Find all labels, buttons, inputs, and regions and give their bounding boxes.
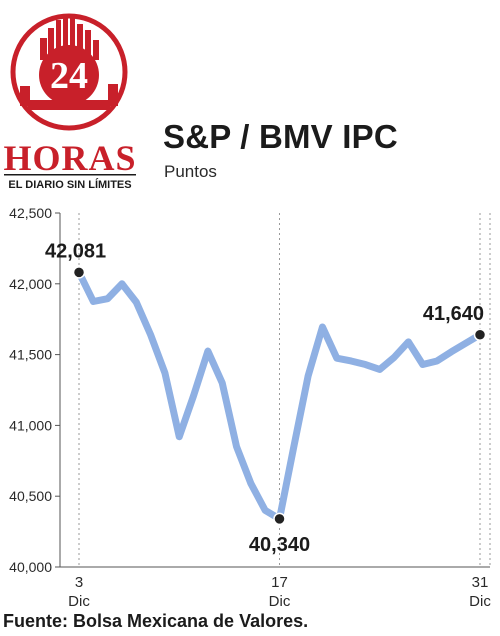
chart-annotations: 42,081 40,340 41,640 xyxy=(45,240,487,556)
chart-gridlines xyxy=(78,213,491,567)
x-tick-label-day: 3 xyxy=(75,574,83,591)
annotated-point xyxy=(273,512,286,526)
index-line-chart: 40,000 40,500 41,000 41,500 42,000 42,500 3 Dic… xyxy=(9,205,491,610)
data-label: 42,081 xyxy=(45,240,106,262)
logo-badge-number: 24 xyxy=(50,55,88,97)
x-tick-label-month: Dic xyxy=(269,593,291,610)
y-tick-label: 40,500 xyxy=(9,488,52,504)
logo-tagline: EL DIARIO SIN LÍMITES xyxy=(8,178,131,191)
logo-wordmark: HORAS xyxy=(3,138,136,178)
y-tick-label: 41,000 xyxy=(9,417,52,433)
data-label: 41,640 xyxy=(423,303,484,325)
x-tick-label-day: 31 xyxy=(472,574,489,591)
annotated-point xyxy=(72,266,86,279)
x-tick-label-day: 17 xyxy=(271,574,288,591)
x-tick-label-month: Dic xyxy=(68,593,90,610)
chart-title: S&P / BMV IPC xyxy=(163,118,398,155)
chart-subtitle: Puntos xyxy=(164,162,217,181)
y-tick-label: 40,000 xyxy=(9,559,52,575)
source-note: Fuente: Bolsa Mexicana de Valores. xyxy=(3,611,309,631)
newspaper-logo: 24 HORAS EL DIARIO SIN LÍMITES xyxy=(3,13,136,191)
data-label: 40,340 xyxy=(249,534,310,556)
logo-inner-circle xyxy=(39,45,99,105)
y-tick-label: 41,500 xyxy=(9,347,52,363)
logo-rule xyxy=(4,174,136,176)
y-tick-label: 42,000 xyxy=(9,276,52,292)
chart-axes: 40,000 40,500 41,000 41,500 42,000 42,500 3 Dic… xyxy=(9,205,491,610)
annotated-point xyxy=(473,328,487,342)
y-tick-label: 42,500 xyxy=(9,205,52,221)
x-tick-label-month: Dic xyxy=(469,593,491,610)
